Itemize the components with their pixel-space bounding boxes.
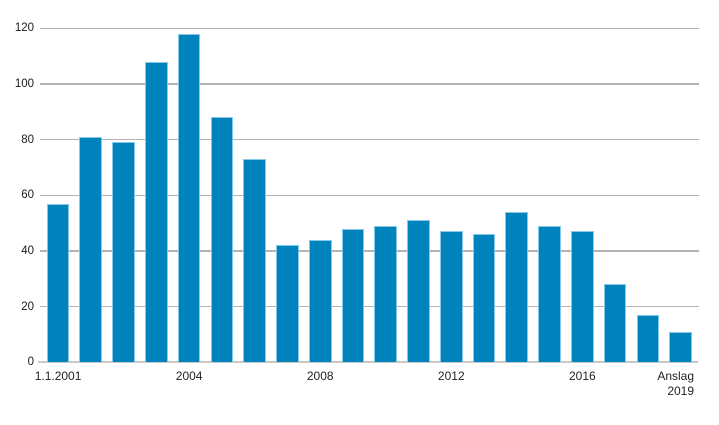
bar: [145, 61, 168, 363]
bar: [308, 239, 332, 363]
y-tick-label: 60: [21, 189, 34, 202]
bar: [243, 159, 266, 363]
gridline: [40, 305, 699, 308]
bar: [571, 231, 594, 363]
bar: [79, 136, 103, 363]
x-tick-label: 2008: [306, 369, 334, 383]
y-tick-label: 120: [14, 22, 34, 35]
x-tick-label: 1.1.2001: [34, 369, 82, 383]
bar: [341, 228, 365, 363]
bar: [669, 331, 693, 363]
bar: [177, 33, 201, 363]
x-tick-label: Anslag 2019: [657, 369, 695, 398]
gridline: [40, 250, 699, 252]
gridline: [40, 138, 699, 141]
gridline: [40, 27, 699, 29]
y-tick-label: 80: [21, 133, 34, 146]
bar: [46, 203, 70, 363]
x-tick-label: 2004: [175, 369, 203, 383]
bar: [112, 142, 135, 363]
x-tick-label: 2012: [437, 369, 465, 383]
bar: [505, 212, 529, 363]
gridline: [40, 194, 699, 196]
x-tick-label: 2016: [569, 369, 596, 383]
y-tick-label: 40: [21, 244, 34, 257]
y-tick-label: 20: [21, 300, 34, 313]
y-tick-label: 0: [27, 356, 34, 369]
bar: [374, 225, 398, 363]
x-axis-line: [38, 361, 698, 364]
bar: [538, 225, 561, 363]
bar: [276, 245, 299, 363]
bar: [603, 284, 627, 363]
bar: [439, 231, 463, 363]
bar: [210, 117, 234, 363]
gridline: [40, 83, 699, 85]
bar: [407, 220, 430, 363]
bar: [636, 314, 660, 363]
y-tick-label: 100: [14, 77, 34, 90]
bar: [472, 234, 496, 363]
